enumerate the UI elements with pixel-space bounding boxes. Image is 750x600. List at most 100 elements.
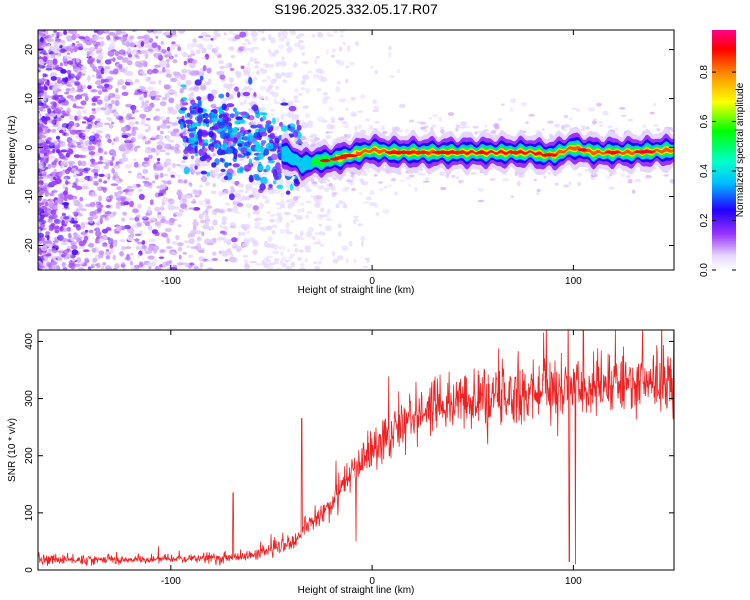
noise-blob <box>164 227 172 233</box>
cluster-blob <box>207 93 214 102</box>
noise-blob <box>154 64 161 68</box>
noise-blob <box>148 37 154 43</box>
noise-blob <box>288 113 296 119</box>
cluster-blob <box>230 113 235 119</box>
noise-blob <box>143 215 148 219</box>
noise-blob <box>298 92 303 96</box>
cluster-blob <box>194 165 198 170</box>
noise-blob <box>72 196 76 203</box>
noise-blob <box>271 113 275 117</box>
noise-blob <box>101 243 108 248</box>
noise-blob <box>91 168 99 173</box>
noise-blob <box>38 85 42 90</box>
noise-blob <box>38 106 44 112</box>
noise-blob <box>113 111 119 117</box>
noise-blob <box>317 260 323 265</box>
noise-blob <box>295 35 301 40</box>
noise-blob <box>56 79 62 84</box>
noise-blob <box>46 44 51 47</box>
noise-blob <box>181 194 188 200</box>
noise-blob <box>97 74 102 79</box>
noise-blob <box>251 187 258 194</box>
noise-blob <box>66 245 73 250</box>
noise-blob <box>311 140 317 144</box>
noise-blob <box>377 181 384 184</box>
noise-blob <box>86 125 90 130</box>
noise-blob <box>76 88 84 93</box>
noise-blob <box>162 119 170 124</box>
noise-blob <box>281 98 287 103</box>
noise-blob <box>112 153 117 157</box>
noise-blob <box>239 102 244 106</box>
cluster-blob <box>220 113 228 118</box>
noise-blob <box>255 62 259 66</box>
noise-blob <box>106 117 112 120</box>
noise-blob <box>75 81 81 86</box>
noise-blob <box>251 46 259 50</box>
noise-blob <box>128 200 134 208</box>
noise-blob <box>201 47 207 54</box>
noise-blob <box>230 188 235 194</box>
noise-blob <box>188 207 195 210</box>
ridge-hotspot <box>577 148 588 152</box>
noise-blob <box>98 250 105 256</box>
noise-blob <box>77 115 84 120</box>
noise-blob <box>47 184 51 188</box>
noise-blob <box>254 221 262 227</box>
noise-blob <box>136 214 141 218</box>
noise-blob <box>188 237 195 245</box>
noise-blob <box>305 137 310 142</box>
noise-blob <box>67 166 72 172</box>
noise-blob <box>325 218 333 222</box>
noise-blob <box>66 181 71 185</box>
noise-blob <box>229 47 234 52</box>
noise-blob <box>337 60 345 67</box>
noise-blob <box>62 183 67 190</box>
noise-blob <box>365 165 369 171</box>
noise-blob <box>54 230 59 234</box>
noise-blob <box>502 177 510 182</box>
cluster-blob <box>259 112 265 116</box>
noise-blob <box>50 101 57 105</box>
cluster-blob <box>243 164 252 172</box>
cluster-blob <box>203 142 209 147</box>
noise-blob <box>57 250 65 253</box>
figure-title: S196.2025.332.05.17.R07 <box>274 1 438 17</box>
noise-blob <box>416 170 422 175</box>
cluster-blob <box>218 121 226 129</box>
cluster-blob <box>239 111 248 116</box>
noise-blob <box>88 161 92 166</box>
noise-blob <box>304 258 308 263</box>
noise-blob <box>161 97 168 101</box>
noise-blob <box>212 153 216 157</box>
noise-blob <box>170 174 175 178</box>
noise-blob <box>169 171 177 175</box>
noise-blob <box>116 55 124 61</box>
ridge-hotspot <box>436 150 457 154</box>
noise-blob <box>165 158 172 163</box>
noise-blob <box>45 231 50 236</box>
noise-blob <box>113 171 118 176</box>
noise-blob <box>328 34 334 38</box>
noise-blob <box>120 262 126 267</box>
noise-blob <box>90 89 98 93</box>
noise-blob <box>163 84 171 90</box>
noise-blob <box>252 205 259 211</box>
noise-blob <box>299 267 306 270</box>
noise-blob <box>134 54 139 58</box>
noise-blob <box>219 74 226 80</box>
cluster-blob <box>197 99 202 107</box>
spectrogram-xtick-label: 100 <box>565 276 582 287</box>
cluster-blob <box>225 147 233 155</box>
ridge-hotspot <box>604 150 621 154</box>
cluster-blob <box>219 131 225 139</box>
noise-blob <box>140 59 148 67</box>
noise-blob <box>149 80 156 85</box>
noise-blob <box>97 90 103 95</box>
noise-blob <box>176 212 182 216</box>
noise-blob <box>53 265 57 270</box>
noise-blob <box>326 123 333 130</box>
noise-blob <box>175 44 181 47</box>
noise-blob <box>283 211 291 216</box>
noise-blob <box>138 189 143 192</box>
